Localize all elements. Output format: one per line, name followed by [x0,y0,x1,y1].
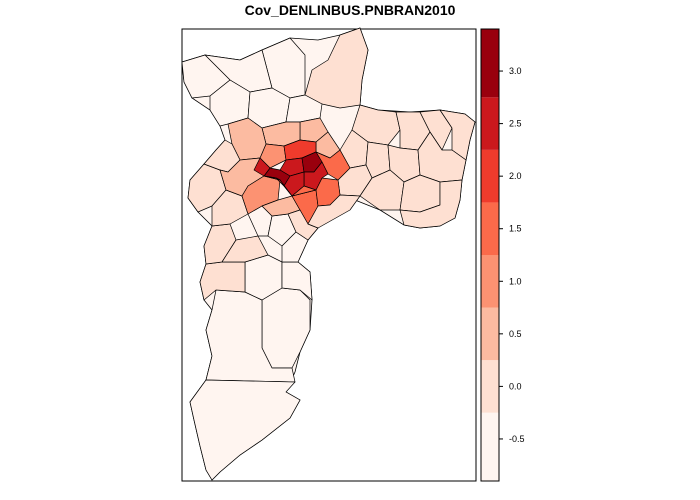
legend-swatch [481,29,499,98]
legend-tick-label: 2.5 [509,119,522,129]
legend-swatch [481,255,499,308]
district [307,194,361,229]
legend-swatches [481,29,499,481]
district [281,231,309,263]
legend-swatch [481,97,499,150]
district [263,175,281,181]
districts [181,27,476,481]
legend-tick-label: 1.5 [509,224,522,234]
district [419,109,453,151]
legend-swatch [481,360,499,413]
district [221,235,269,263]
legend-tick-label: 2.0 [509,171,522,181]
legend-tick-label: 3.0 [509,66,522,76]
district [261,287,311,369]
legend-swatch [481,307,499,361]
district [241,175,281,215]
district [253,157,271,177]
legend-swatch [481,149,499,203]
legend-ticks: 3.0 2.5 2.0 1.5 1.0 0.5 0.0 -0.5 [499,66,525,444]
legend: 3.0 2.5 2.0 1.5 1.0 0.5 0.0 -0.5 [480,28,525,482]
legend-tick-label: -0.5 [509,434,525,444]
map-title: Cov_DENLINBUS.PNBRAN2010 [244,2,456,18]
legend-tick-label: 0.0 [509,381,522,391]
district [304,27,369,109]
district [399,179,463,229]
legend-tick-label: 0.5 [509,329,522,339]
district [439,109,476,161]
district [189,379,301,481]
legend-tick-label: 1.0 [509,276,522,286]
legend-swatch [481,412,499,481]
district [291,185,317,197]
map-frame [181,28,477,482]
legend-frame [480,28,500,482]
legend-swatch [481,202,499,255]
